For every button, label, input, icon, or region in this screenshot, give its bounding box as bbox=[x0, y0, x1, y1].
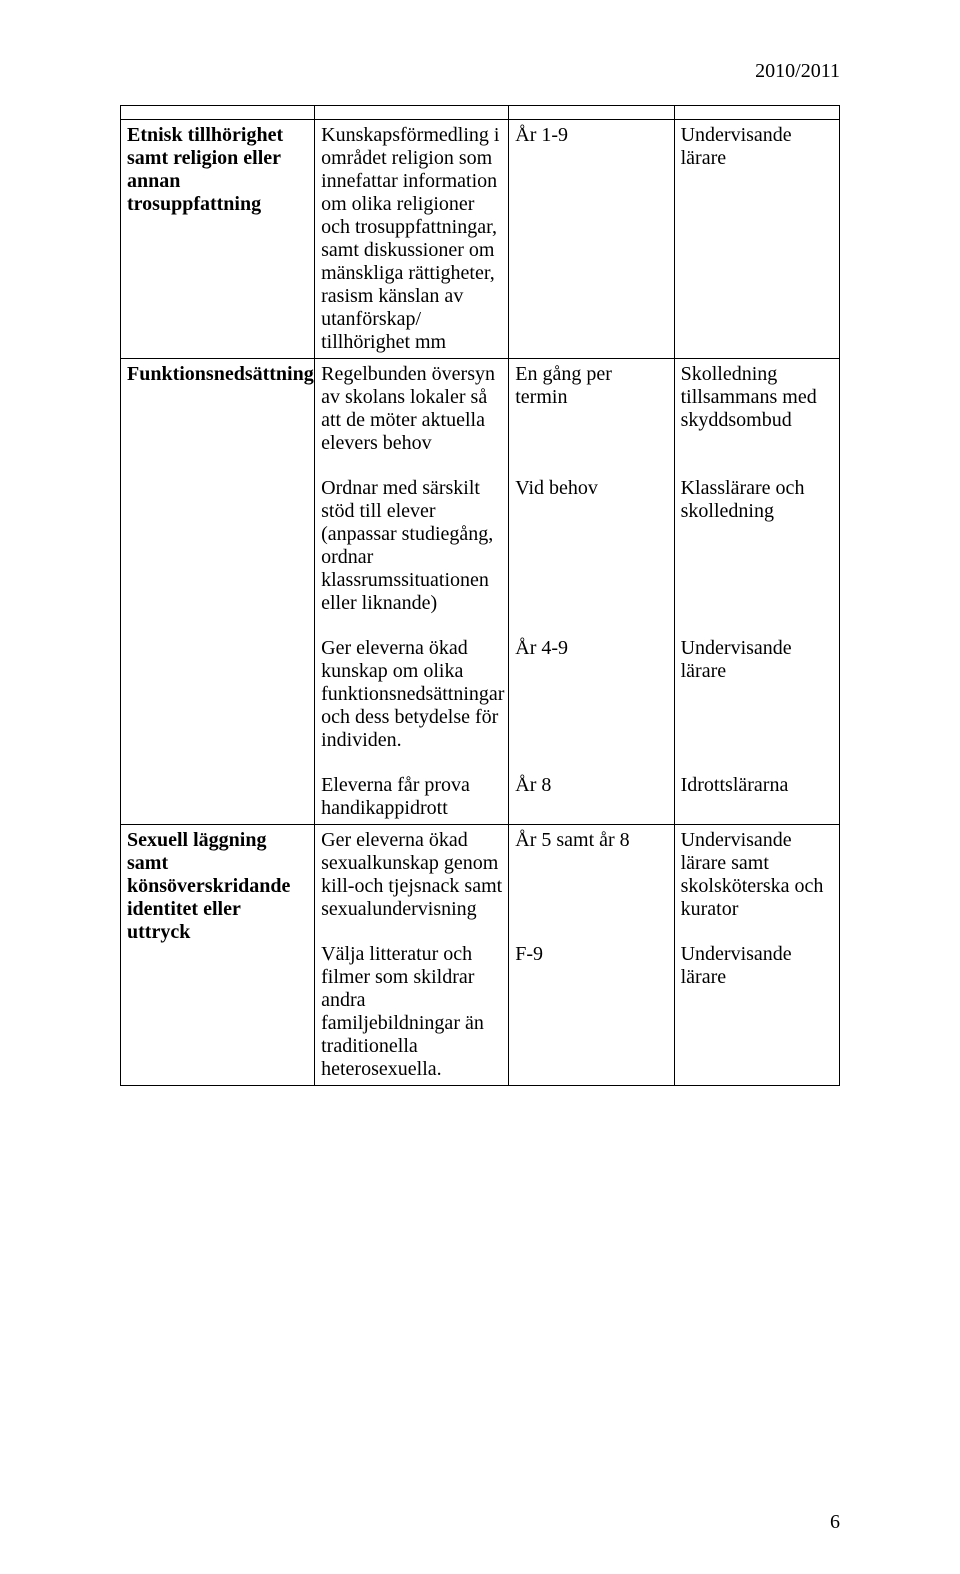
cell-text: År 5 samt år 8 F-9 bbox=[509, 825, 674, 1086]
table-row: Funktionsnedsättning Regelbunden översyn… bbox=[121, 359, 840, 825]
cell-text: En gång per termin Vid behov År 4-9 År 8 bbox=[509, 359, 674, 825]
page-number: 6 bbox=[830, 1511, 840, 1534]
document-page: 2010/2011 Etnisk tillhörighet samt relig… bbox=[0, 0, 960, 1574]
table-row: Etnisk tillhörighet samt religion eller … bbox=[121, 120, 840, 359]
cell-text: Skolledning tillsammans med skyddsombud … bbox=[674, 359, 839, 825]
row-heading: Sexuell läggning samt könsöverskridande … bbox=[121, 825, 315, 1086]
row-heading: Funktionsnedsättning bbox=[121, 359, 315, 825]
cell-text: Kunskapsförmedling i området religion so… bbox=[315, 120, 509, 359]
header-year: 2010/2011 bbox=[755, 60, 840, 83]
main-table: Etnisk tillhörighet samt religion eller … bbox=[120, 105, 840, 1086]
cell-text: Ger eleverna ökad sexualkunskap genom ki… bbox=[315, 825, 509, 1086]
table-row bbox=[121, 106, 840, 120]
cell-text: Undervisande lärare bbox=[674, 120, 839, 359]
table-row: Sexuell läggning samt könsöverskridande … bbox=[121, 825, 840, 1086]
row-heading: Etnisk tillhörighet samt religion eller … bbox=[121, 120, 315, 359]
cell-text: Undervisande lärare samt skolsköterska o… bbox=[674, 825, 839, 1086]
cell-text: Regelbunden översyn av skolans lokaler s… bbox=[315, 359, 509, 825]
cell-text: År 1-9 bbox=[509, 120, 674, 359]
